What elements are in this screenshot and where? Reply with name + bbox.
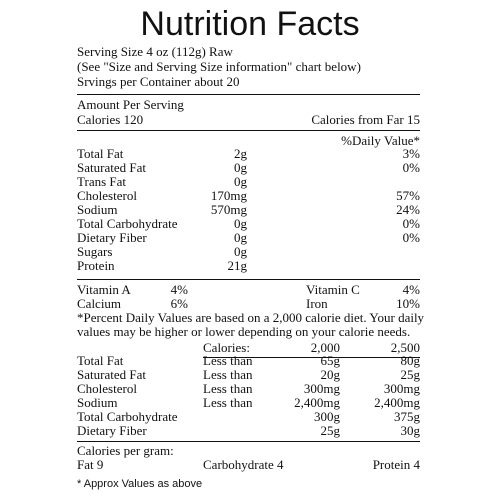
nutrient-name: Total Fat <box>77 146 124 161</box>
nutrient-amount: 2g <box>234 146 247 161</box>
dv-row-2000: 25g <box>320 423 341 438</box>
dv-row-2000: 300g <box>314 409 340 424</box>
dv-row-2500: 300mg <box>383 381 420 396</box>
dv-row-qualifier: Less than <box>203 367 253 382</box>
dv-row-2500: 375g <box>394 409 420 424</box>
dv-row-qualifier: Less than <box>203 353 253 368</box>
nutrient-daily-value: 0% <box>402 216 420 231</box>
vitamin-value: 10% <box>396 296 420 311</box>
vitamin-value: 6% <box>170 296 188 311</box>
nutrient-name: Protein <box>77 258 115 273</box>
label-title: Nutrition Facts <box>140 5 360 43</box>
divider <box>203 357 420 358</box>
divider <box>77 130 420 131</box>
dv-row-2000: 2,400mg <box>294 395 340 410</box>
vitamin-name: Vitamin C <box>306 282 360 297</box>
nutrient-amount: 0g <box>234 174 247 189</box>
dv-row-2000: 300mg <box>303 381 340 396</box>
nutrient-amount: 0g <box>234 216 247 231</box>
nutrient-amount: 0g <box>234 160 247 175</box>
vitamin-name: Calcium <box>77 296 122 311</box>
calories-2000: 2,000 <box>310 340 340 355</box>
serving-size-note: (See "Size and Serving Size information"… <box>77 59 361 74</box>
per-gram-fat: Fat 9 <box>77 457 104 472</box>
vitamin-value: 4% <box>402 282 420 297</box>
nutrient-amount: 0g <box>234 244 247 259</box>
vitamin-value: 4% <box>170 282 188 297</box>
per-gram-carbohydrate: Carbohydrate 4 <box>203 457 284 472</box>
nutrient-name: Sodium <box>77 202 118 217</box>
nutrient-daily-value: 0% <box>402 230 420 245</box>
calories-2500: 2,500 <box>390 340 420 355</box>
divider <box>77 279 420 280</box>
vitamin-name: Vitamin A <box>77 282 131 297</box>
nutrient-name: Trans Fat <box>77 174 127 189</box>
nutrient-name: Sugars <box>77 244 113 259</box>
dv-row-2500: 25g <box>400 367 421 382</box>
dv-row-2500: 30g <box>400 423 421 438</box>
vitamin-name: Iron <box>306 296 328 311</box>
daily-value-header: %Daily Value* <box>341 133 420 148</box>
calories-per-gram: Calories per gram: <box>77 443 174 458</box>
divider <box>77 441 420 442</box>
nutrient-amount: 0g <box>234 230 247 245</box>
divider <box>77 94 420 95</box>
amount-per-serving: Amount Per Serving <box>77 97 184 112</box>
nutrient-daily-value: 3% <box>402 146 420 161</box>
nutrient-name: Saturated Fat <box>77 160 146 175</box>
dv-row-2500: 2,400mg <box>374 395 420 410</box>
dv-row-name: Total Carbohydrate <box>77 409 178 424</box>
dv-row-qualifier: Less than <box>203 381 253 396</box>
servings-per-container: Srvings per Container about 20 <box>77 74 240 89</box>
nutrient-name: Total Carbohydrate <box>77 216 178 231</box>
footnote: * Approx Values as above <box>77 478 203 490</box>
nutrient-name: Cholesterol <box>77 188 137 203</box>
dv-row-name: Cholesterol <box>77 381 137 396</box>
dv-row-2000: 20g <box>320 367 341 382</box>
percent-daily-note: values may be higher or lower depending … <box>77 324 411 339</box>
dv-row-qualifier: Less than <box>203 395 253 410</box>
serving-size: Serving Size 4 oz (112g) Raw <box>77 44 233 59</box>
per-gram-protein: Protein 4 <box>372 457 420 472</box>
dv-row-name: Saturated Fat <box>77 367 146 382</box>
dv-row-2500: 80g <box>400 353 421 368</box>
nutrient-amount: 170mg <box>210 188 247 203</box>
percent-daily-note: *Percent Daily Values are based on a 2,0… <box>77 310 425 325</box>
nutrient-daily-value: 57% <box>396 188 420 203</box>
calories-label: Calories: <box>203 340 250 355</box>
nutrient-amount: 570mg <box>210 202 247 217</box>
nutrient-name: Dietary Fiber <box>77 230 147 245</box>
dv-row-name: Total Fat <box>77 353 124 368</box>
nutrient-amount: 21g <box>227 258 248 273</box>
nutrient-daily-value: 24% <box>396 202 420 217</box>
dv-row-name: Dietary Fiber <box>77 423 147 438</box>
nutrient-daily-value: 0% <box>402 160 420 175</box>
dv-row-name: Sodium <box>77 395 118 410</box>
calories-from-fat: Calories from Far 15 <box>311 112 420 127</box>
calories: Calories 120 <box>77 112 144 127</box>
dv-row-2000: 65g <box>320 353 341 368</box>
